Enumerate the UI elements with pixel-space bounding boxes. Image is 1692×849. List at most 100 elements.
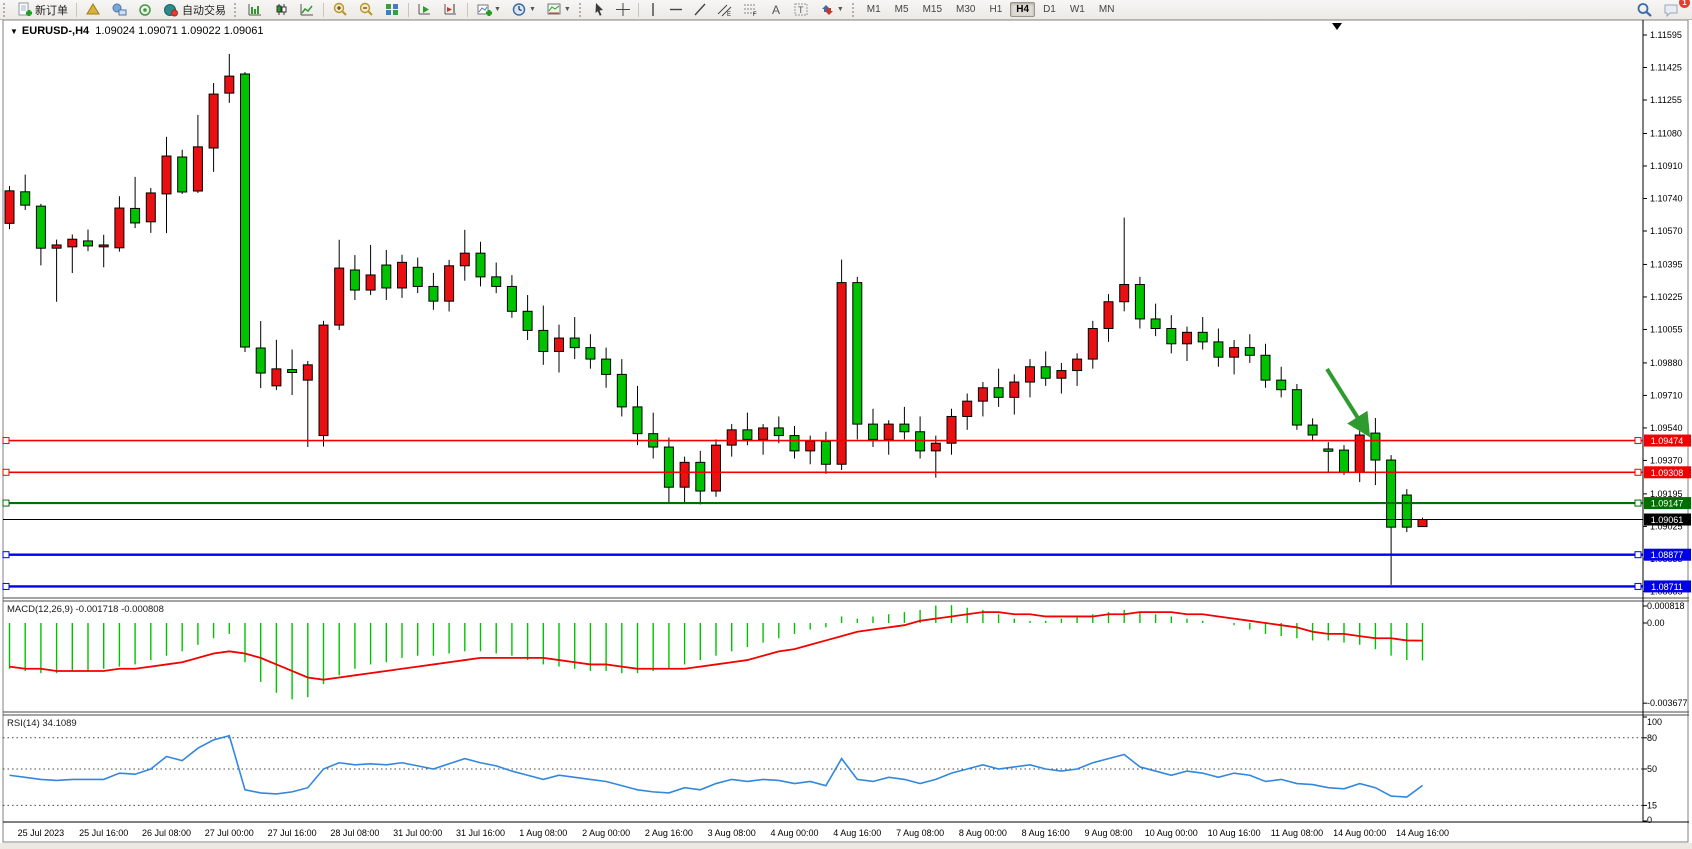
candle-body <box>1323 448 1334 452</box>
line-chart-icon <box>300 4 313 16</box>
trendline-button[interactable] <box>689 0 711 19</box>
candle-body <box>161 155 172 195</box>
svg-text:1.09061: 1.09061 <box>1651 515 1684 525</box>
bar-chart-button[interactable] <box>243 0 267 19</box>
svg-text:4 Aug 00:00: 4 Aug 00:00 <box>770 828 818 838</box>
vertical-line-button[interactable] <box>643 0 663 19</box>
separator <box>467 2 468 17</box>
candlestick-chart-button[interactable] <box>269 0 293 19</box>
candle-body <box>632 406 643 435</box>
dropdown-arrow-icon: ▼ <box>563 6 571 13</box>
candle-body <box>459 252 470 267</box>
crosshair-button[interactable] <box>612 0 634 19</box>
signal-icon <box>139 4 151 16</box>
svg-text:1.09147: 1.09147 <box>1651 499 1684 509</box>
text-icon: A <box>772 3 780 17</box>
candle-body <box>381 264 392 289</box>
zoom-out-button[interactable] <box>354 0 378 19</box>
candle-body <box>1103 301 1114 330</box>
macd-indicator-label[interactable]: MACD(12,26,9) -0.001718 -0.000808 <box>7 604 164 615</box>
svg-text:1.09880: 1.09880 <box>1650 358 1683 368</box>
auto-trading-button[interactable]: 自动交易 <box>159 0 230 19</box>
candle-body <box>742 429 753 440</box>
timeframe-m1[interactable]: M1 <box>866 4 881 15</box>
candle-body <box>349 269 360 291</box>
crosshair-icon <box>615 3 630 16</box>
clock-icon <box>512 3 526 16</box>
candle-body <box>1040 366 1051 379</box>
fibonacci-button[interactable]: F <box>739 0 763 19</box>
auto-scroll-button[interactable] <box>413 0 437 19</box>
candle-body <box>569 337 580 349</box>
timeframe-mn[interactable]: MN <box>1098 4 1115 15</box>
new-order-button[interactable]: 新订单 <box>12 0 72 19</box>
notifications-button[interactable]: 1 <box>1659 0 1690 19</box>
chart-title[interactable]: ▼ EURUSD-,H4 1.09024 1.09071 1.09022 1.09… <box>10 25 264 37</box>
svg-text:0.00: 0.00 <box>1647 618 1665 628</box>
text-label-button[interactable]: T <box>789 0 813 19</box>
timeframe-m5[interactable]: M5 <box>894 4 909 15</box>
timeframe-m15[interactable]: M15 <box>922 4 943 15</box>
candle-body <box>1056 370 1067 379</box>
candle-body <box>1417 519 1428 528</box>
hline-handle-right <box>1634 499 1642 507</box>
candle-body <box>51 244 62 249</box>
new-order-icon <box>18 2 32 16</box>
separator <box>76 2 77 17</box>
svg-text:1.09195: 1.09195 <box>1650 489 1683 499</box>
chart-dropdown-icon[interactable]: ▼ <box>10 27 18 36</box>
timeframe-h4[interactable]: H4 <box>1010 2 1036 17</box>
svg-text:1.09308: 1.09308 <box>1651 468 1684 478</box>
chart-shift-marker[interactable] <box>1332 23 1342 30</box>
arrows-button[interactable]: ▼ <box>815 0 848 19</box>
price-tag <box>1644 548 1691 561</box>
cursor-button[interactable] <box>588 0 610 19</box>
timeframe-h1[interactable]: H1 <box>989 4 1003 15</box>
channel-button[interactable]: E <box>713 0 737 19</box>
hline-handle-left <box>2 499 10 507</box>
signals-button[interactable] <box>133 0 157 19</box>
svg-text:A: A <box>772 3 780 17</box>
indicators-button[interactable]: ▼ <box>472 0 505 19</box>
dropdown-arrow-icon: ▼ <box>494 6 501 13</box>
rsi-indicator-label[interactable]: RSI(14) 34.1089 <box>7 718 77 729</box>
horizontal-line-button[interactable] <box>665 0 687 19</box>
chart-shift-button[interactable] <box>439 0 463 19</box>
candle-body <box>946 415 957 444</box>
timeframe-d1[interactable]: D1 <box>1043 4 1056 15</box>
candle-body <box>977 387 988 402</box>
svg-text:3 Aug 08:00: 3 Aug 08:00 <box>708 828 756 838</box>
candlestick-icon <box>276 4 287 15</box>
svg-text:1.09710: 1.09710 <box>1650 390 1683 400</box>
timeframe-w1[interactable]: W1 <box>1069 4 1085 15</box>
candle-body <box>20 191 31 206</box>
templates-button[interactable]: ▼ <box>542 0 575 19</box>
zoom-in-button[interactable] <box>328 0 352 19</box>
candle-body <box>554 337 564 352</box>
hline-handle-left <box>2 468 10 476</box>
svg-text:1.10055: 1.10055 <box>1650 324 1683 334</box>
text-button[interactable]: A <box>765 0 787 19</box>
time-axis[interactable]: 25 Jul 2023 25 Jul 16:00 26 Jul 08:00 27 Ju… <box>18 828 1449 838</box>
svg-text:-0.003677: -0.003677 <box>1647 698 1688 708</box>
candle-body <box>805 440 816 452</box>
candle-body <box>1260 354 1271 381</box>
market-watch-button[interactable] <box>107 0 131 19</box>
zoom-out-icon <box>359 2 373 16</box>
periods-button[interactable]: ▼ <box>507 0 540 19</box>
annotation-arrow[interactable] <box>1325 367 1371 438</box>
candle-body <box>287 369 298 373</box>
text-label-icon: T <box>794 3 808 16</box>
timeframe-m30[interactable]: M30 <box>956 4 976 15</box>
line-chart-button[interactable] <box>295 0 319 19</box>
horizontal-line-objects[interactable]: 1.09474 1.09308 1.09147 1.09061 1.08877 1.087… <box>2 434 1691 593</box>
search-button[interactable] <box>1632 0 1657 19</box>
rsi-pane: 100 80 50 15 0 <box>3 716 1662 825</box>
candle-body <box>224 75 235 94</box>
notification-badge: 1 <box>1679 0 1690 8</box>
candle-body <box>4 190 15 224</box>
indicator-list-button[interactable] <box>81 0 105 19</box>
tile-windows-button[interactable] <box>380 0 404 19</box>
candle-body <box>836 282 847 465</box>
